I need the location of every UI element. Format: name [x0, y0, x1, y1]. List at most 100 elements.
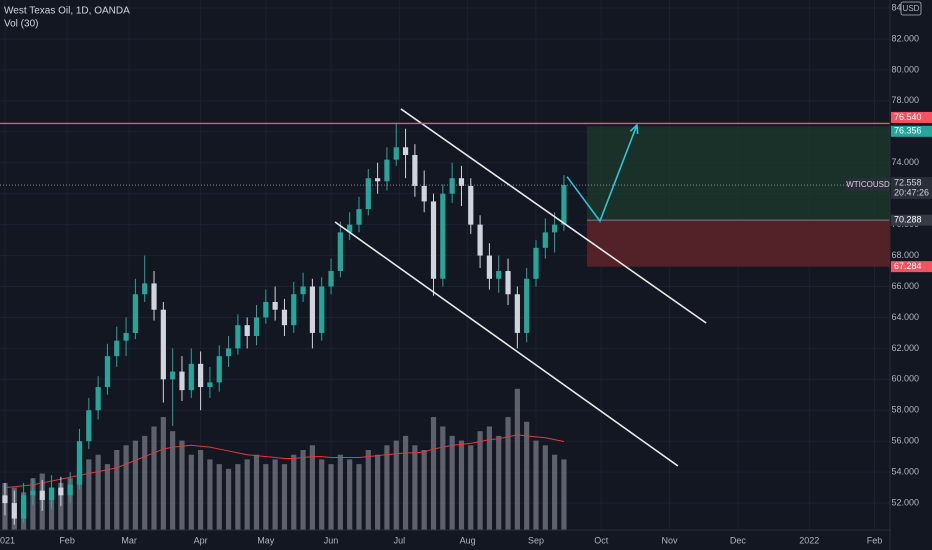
candle-body — [375, 178, 381, 182]
volume-bar — [505, 417, 511, 530]
candle-body — [216, 356, 222, 383]
candle-body — [114, 340, 120, 357]
currency-label: USD — [903, 4, 920, 13]
candle-body — [67, 484, 73, 496]
volume-bar — [514, 388, 520, 530]
candle-body — [468, 185, 474, 225]
candle-body — [207, 382, 213, 388]
candle-body — [496, 271, 502, 279]
volume-bar — [244, 459, 250, 530]
channel-line — [334, 221, 679, 467]
entry-tag-bg — [891, 214, 932, 226]
volume-bar — [300, 450, 306, 530]
candle-body — [430, 201, 437, 279]
volume-bar — [552, 454, 558, 530]
candle-body — [514, 294, 520, 333]
candle-body — [561, 185, 567, 225]
x-tick-label: Sep — [528, 535, 544, 545]
x-tick-label: Jul — [394, 535, 406, 545]
x-tick-label: Jun — [324, 535, 339, 545]
volume-bar — [95, 454, 101, 530]
stop-tag-bg — [891, 261, 932, 273]
volume-bar — [449, 435, 455, 530]
y-tick-label: 54.000 — [891, 467, 919, 477]
candle-body — [533, 247, 539, 279]
candle-body — [86, 410, 92, 442]
y-tick-label: 80.000 — [891, 64, 919, 74]
candle-body — [253, 317, 260, 337]
candle-body — [365, 178, 371, 210]
volume-bar — [142, 435, 148, 530]
currency-badge[interactable] — [900, 1, 922, 16]
volume-bar — [263, 464, 269, 530]
volume-bar — [440, 426, 446, 530]
x-tick-label: Feb — [59, 535, 75, 545]
volume-bar — [365, 450, 371, 530]
candle-body — [356, 209, 362, 225]
last-price-tag: 72.558 — [894, 177, 922, 187]
target-zone — [586, 126, 890, 221]
volume-bar — [468, 445, 474, 530]
candle-body — [48, 487, 55, 500]
candle-body — [30, 490, 36, 496]
resistance-tag: 76.540 — [894, 112, 922, 122]
candle-body — [281, 309, 288, 326]
x-tick-label: Oct — [594, 535, 609, 545]
volume-bar — [524, 421, 530, 530]
y-tick-label: 52.000 — [891, 497, 919, 507]
candle-body — [291, 294, 297, 326]
candle-body — [440, 193, 446, 279]
candle-body — [188, 363, 194, 391]
volume-bar — [58, 482, 64, 530]
candle-body — [328, 271, 334, 287]
candle-body — [458, 178, 465, 186]
volume-bar — [309, 445, 316, 530]
volume-bar — [402, 435, 409, 530]
candle-body — [179, 371, 185, 391]
stop-zone — [586, 220, 890, 267]
candle-body — [347, 224, 353, 233]
x-tick-label: Feb — [867, 535, 883, 545]
candle-body — [225, 348, 232, 357]
candle-body — [412, 155, 418, 186]
stop-tag: 67.284 — [894, 261, 922, 271]
candle-body — [263, 301, 269, 318]
volume-bar — [198, 450, 204, 530]
x-tick-label: 2021 — [0, 535, 15, 545]
candle-body — [160, 309, 166, 380]
candle-body — [300, 286, 306, 295]
entry-tag: 70.288 — [894, 215, 922, 225]
volume-bar — [458, 440, 465, 530]
candle-body — [244, 325, 250, 337]
x-tick-label: Aug — [460, 535, 476, 545]
volume-bar — [114, 450, 120, 530]
candle-body — [337, 232, 343, 272]
volume-bar — [477, 431, 483, 530]
volume-bar — [225, 468, 232, 530]
volume-bar — [337, 454, 343, 530]
volume-bar — [496, 435, 502, 530]
volume-bar — [76, 464, 83, 530]
volume-bar — [384, 445, 390, 530]
volume-bar — [375, 454, 381, 530]
candle-body — [524, 278, 530, 333]
channel-line — [400, 108, 707, 324]
x-tick-label: May — [257, 535, 275, 545]
volume-bar — [412, 445, 418, 530]
candle-body — [11, 503, 17, 519]
volume-bar — [151, 426, 157, 530]
candle-body — [39, 490, 45, 500]
volume-bar — [393, 440, 399, 530]
volume-bar — [430, 417, 437, 530]
candle-body — [449, 178, 455, 194]
volume-bar — [104, 464, 111, 530]
candle-body — [170, 371, 176, 380]
x-tick-label: Dec — [730, 535, 747, 545]
candle-body — [58, 487, 64, 496]
y-tick-label: 60.000 — [891, 374, 919, 384]
volume-bar — [207, 459, 213, 530]
candle-body — [132, 294, 138, 333]
symbol-tag: WTICOUSD — [846, 180, 890, 189]
y-tick-label: 68.000 — [891, 250, 919, 260]
